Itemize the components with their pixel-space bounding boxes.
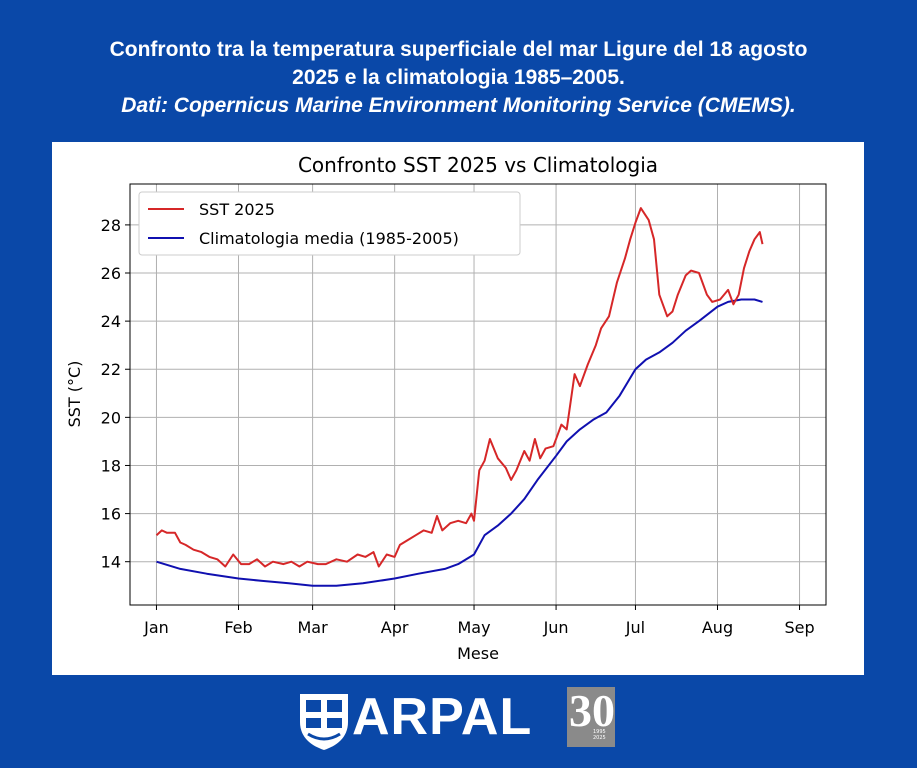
footer-logo: ARPAL 30 1995 2025 <box>0 682 917 768</box>
x-tick-label: May <box>457 618 490 637</box>
legend-box <box>138 191 521 256</box>
y-tick-label: 24 <box>101 312 121 331</box>
anniversary-badge: 30 1995 2025 <box>567 685 615 747</box>
anniversary-years: 1995 2025 <box>593 729 606 741</box>
x-tick-label: Jan <box>143 618 169 637</box>
brand-name: ARPAL <box>352 688 533 746</box>
liguria-shield-icon <box>300 694 348 750</box>
y-tick-label: 14 <box>101 553 121 572</box>
x-axis-label: Mese <box>457 644 499 663</box>
x-tick-label: Jun <box>543 618 569 637</box>
x-axis: Jan Feb Mar Apr May Jun Jul Aug Sep <box>143 605 815 637</box>
header-caption: Confronto tra la temperatura superficial… <box>0 36 917 120</box>
legend-label-sst: SST 2025 <box>199 200 275 219</box>
x-tick-label: Sep <box>784 618 814 637</box>
x-tick-label: Apr <box>381 618 409 637</box>
x-tick-label: Feb <box>224 618 252 637</box>
x-tick-label: Jul <box>625 618 645 637</box>
y-tick-label: 20 <box>101 408 121 427</box>
chart-title: Confronto SST 2025 vs Climatologia <box>298 153 658 177</box>
caption-line-1: Confronto tra la temperatura superficial… <box>109 38 808 61</box>
anniversary-number: 30 <box>569 685 615 736</box>
series-layer <box>155 207 764 587</box>
caption-source: Dati: Copernicus Marine Environment Moni… <box>121 94 796 117</box>
caption-line-2: 2025 e la climatologia 1985–2005. <box>292 66 625 89</box>
plot-frame <box>129 183 827 606</box>
y-tick-label: 18 <box>101 456 121 475</box>
x-tick-label: Aug <box>702 618 733 637</box>
sst-chart: Jan Feb Mar Apr May Jun Jul Aug Sep 14 16 18 20 22 24… <box>65 153 827 663</box>
legend: SST 2025 Climatologia media (1985-2005) <box>138 191 521 256</box>
y-tick-label: 16 <box>101 505 121 524</box>
legend-label-climatology: Climatologia media (1985-2005) <box>199 229 459 248</box>
chart-panel: Jan Feb Mar Apr May Jun Jul Aug Sep 14 16 18 20 22 24… <box>52 142 864 675</box>
y-axis-label: SST (°C) <box>65 361 84 428</box>
series-line-sst-2025 <box>155 207 764 568</box>
series-line-climatology <box>156 298 763 587</box>
x-tick-label: Mar <box>298 618 329 637</box>
y-tick-label: 22 <box>101 360 121 379</box>
y-tick-label: 26 <box>101 264 121 283</box>
y-axis: 14 16 18 20 22 24 26 28 <box>101 216 130 572</box>
y-tick-label: 28 <box>101 216 121 235</box>
